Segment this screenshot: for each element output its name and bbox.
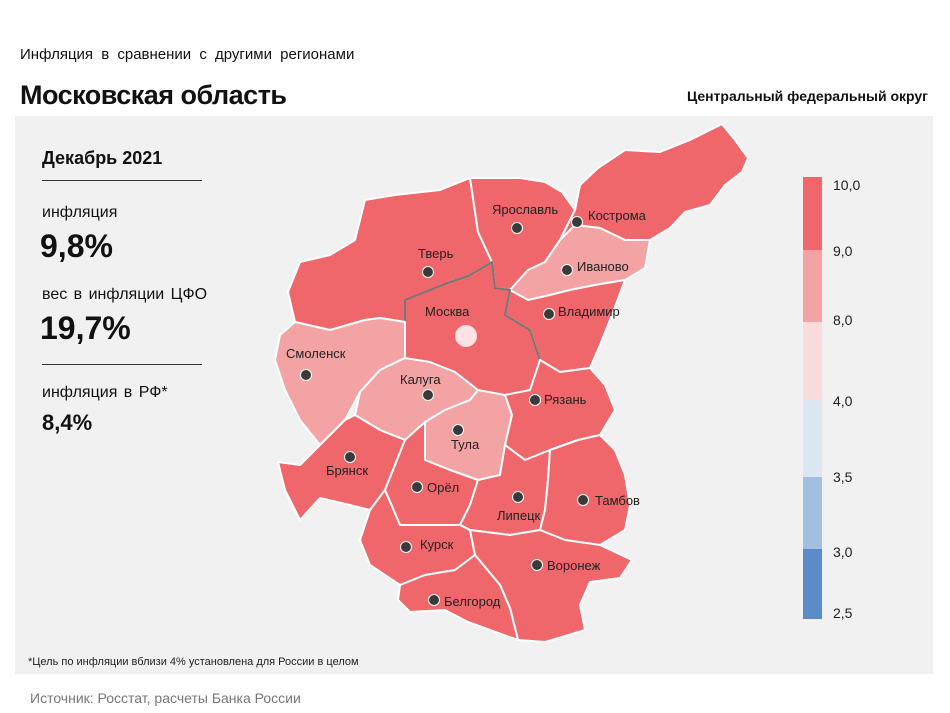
district-label: Центральный федеральный округ bbox=[686, 88, 928, 104]
moscow-marker-icon bbox=[455, 325, 477, 347]
region-bryansk bbox=[277, 414, 406, 521]
tambov-marker-icon bbox=[577, 494, 589, 506]
orel-marker-icon bbox=[411, 481, 423, 493]
region-label: Воронеж bbox=[547, 558, 601, 573]
kaluga-marker-icon bbox=[422, 389, 434, 401]
region-belgorod bbox=[397, 554, 519, 641]
weight-label: вес в инфляции ЦФО bbox=[42, 286, 208, 303]
voronezh-marker-icon bbox=[531, 559, 543, 571]
legend-swatch bbox=[803, 177, 822, 250]
source-note: Источник: Росстат, расчеты Банка России bbox=[30, 690, 301, 706]
smolensk-marker-icon bbox=[300, 369, 312, 381]
vladimir-marker-icon bbox=[543, 308, 555, 320]
region-label: Владимир bbox=[558, 304, 620, 319]
kursk-marker-icon bbox=[400, 541, 412, 553]
divider-bottom bbox=[42, 364, 202, 365]
inflation-value: 9,8% bbox=[40, 228, 113, 264]
rf-inflation-value: 8,4% bbox=[42, 410, 93, 435]
legend-swatch bbox=[803, 250, 822, 322]
legend-tick: 2,5 bbox=[833, 605, 853, 621]
color-scale-legend: 10,0 9,0 8,0 4,0 3,5 3,0 2,5 bbox=[803, 177, 860, 621]
legend-tick: 3,5 bbox=[833, 469, 853, 485]
period-label: Декабрь 2021 bbox=[42, 148, 163, 168]
region-label: Липецк bbox=[497, 508, 541, 523]
yaroslavl-marker-icon bbox=[511, 222, 523, 234]
ryazan-marker-icon bbox=[529, 394, 541, 406]
legend-swatch bbox=[803, 549, 822, 619]
legend-tick: 4,0 bbox=[833, 393, 853, 409]
region-label: Ярославль bbox=[492, 202, 558, 217]
legend-swatch bbox=[803, 400, 822, 477]
region-label: Белгород bbox=[444, 594, 501, 609]
tver-marker-icon bbox=[422, 266, 434, 278]
ivanovo-marker-icon bbox=[561, 264, 573, 276]
belgorod-marker-icon bbox=[428, 594, 440, 606]
legend-tick: 8,0 bbox=[833, 312, 853, 328]
weight-value: 19,7% bbox=[40, 310, 131, 346]
kostroma-marker-icon bbox=[571, 216, 583, 228]
legend-swatch bbox=[803, 477, 822, 549]
region-label: Москва bbox=[425, 304, 470, 319]
footnote: *Цель по инфляции вблизи 4% установлена … bbox=[28, 656, 359, 668]
legend-tick: 9,0 bbox=[833, 243, 853, 259]
region-tambov bbox=[539, 434, 631, 546]
region-label: Орёл bbox=[427, 480, 459, 495]
rf-inflation-label: инфляция в РФ* bbox=[42, 384, 168, 401]
region-label: Курск bbox=[420, 537, 454, 552]
region-label: Тамбов bbox=[595, 493, 640, 508]
lipetsk-marker-icon bbox=[512, 491, 524, 503]
region-label: Тверь bbox=[418, 246, 454, 261]
legend-tick: 10,0 bbox=[833, 177, 860, 193]
legend-tick: 3,0 bbox=[833, 544, 853, 560]
page-subtitle: Инфляция в сравнении с другими регионами bbox=[20, 46, 355, 63]
region-label: Иваново bbox=[577, 259, 629, 274]
region-label: Кострома bbox=[588, 208, 647, 223]
region-label: Рязань bbox=[544, 392, 587, 407]
legend-swatch bbox=[803, 322, 822, 400]
region-label: Смоленск bbox=[286, 346, 346, 361]
region-label: Брянск bbox=[326, 463, 368, 478]
region-label: Тула bbox=[451, 437, 480, 452]
divider-top bbox=[42, 180, 202, 181]
inflation-label: инфляция bbox=[42, 204, 118, 221]
tula-marker-icon bbox=[452, 424, 464, 436]
bryansk-marker-icon bbox=[344, 451, 356, 463]
region-label: Калуга bbox=[400, 372, 441, 387]
page-title: Московская область bbox=[20, 80, 287, 110]
